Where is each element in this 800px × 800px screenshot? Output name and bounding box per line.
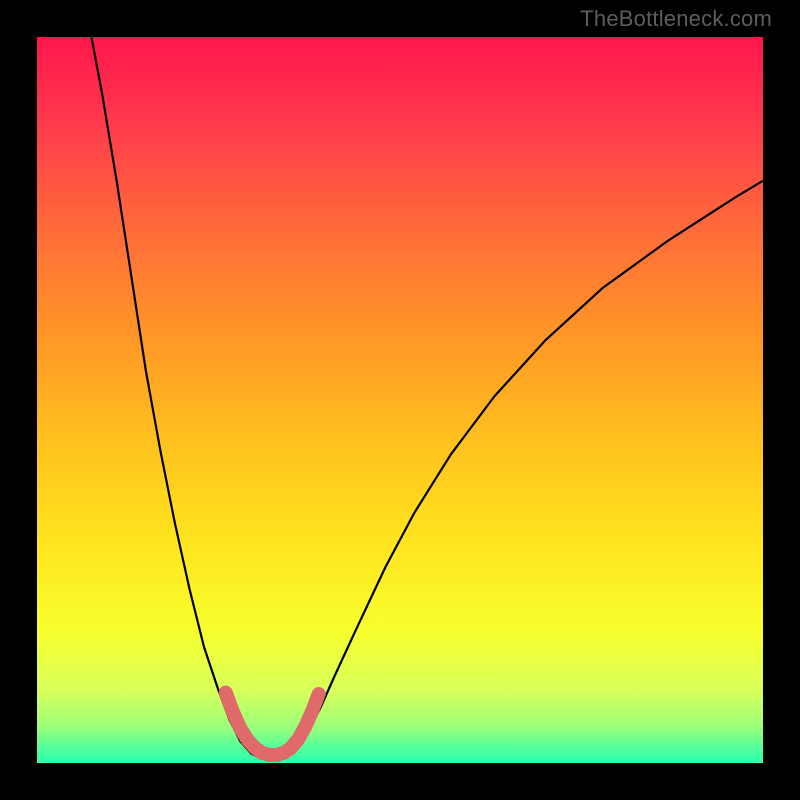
chart-plot-area [37, 37, 763, 763]
watermark-text: TheBottleneck.com [580, 6, 772, 32]
optimal-range-marker [37, 37, 763, 763]
chart-container: TheBottleneck.com [0, 0, 800, 800]
